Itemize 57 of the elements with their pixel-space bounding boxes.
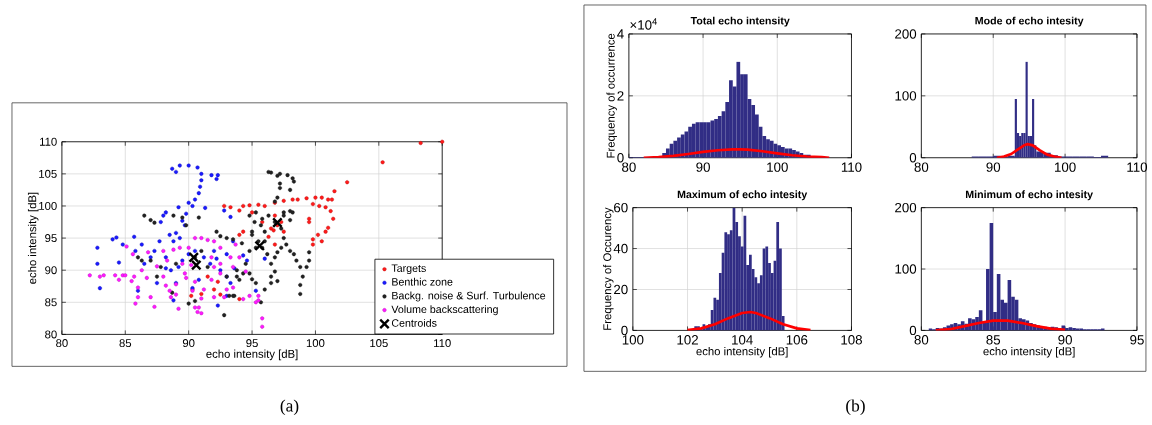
- text: ×10$^{4}$: [630, 18, 657, 30]
- y-tick-label: 0: [909, 325, 917, 336]
- x-tick-label: 85: [119, 339, 132, 347]
- y-tick-label: 20: [614, 284, 628, 295]
- y-tick-label: 2: [617, 91, 624, 101]
- x-tick-label: 110: [434, 339, 451, 347]
- y-tick-label: 4: [617, 29, 624, 39]
- chart-title: Minimum of echo intesity: [965, 190, 1093, 201]
- x-tick-label: 90: [182, 339, 195, 347]
- x-tick-label: 110: [1127, 162, 1148, 172]
- y-tick-label: 200: [895, 29, 917, 39]
- legend-label: Benthic zone: [392, 277, 453, 286]
- chart-title: Mode of echo intesity: [975, 16, 1084, 27]
- y-tick-label: 100: [39, 201, 57, 210]
- y-tick-label: 105: [39, 169, 57, 178]
- y-tick-label: 90: [45, 266, 57, 275]
- y-axis-title: Frequency of occurrence: [606, 33, 617, 158]
- x-tick-label: 90: [696, 162, 710, 172]
- y-tick-label: 40: [613, 243, 628, 254]
- y-tick-label: 100: [895, 91, 917, 101]
- y-axis-title: echo intensity [dB]: [27, 192, 39, 284]
- x-tick-label: 95: [246, 339, 258, 347]
- x-tick-label: 108: [841, 335, 862, 345]
- y-tick-label: 0: [621, 325, 628, 336]
- y-tick-label: 95: [45, 233, 57, 242]
- x-tick-label: 90: [986, 162, 1001, 172]
- x-tick-label: 100: [306, 339, 325, 347]
- x-axis-title: echo intensity [dB]: [206, 349, 298, 361]
- x-tick-label: 104: [732, 335, 753, 345]
- legend-label: Volume backscattering: [391, 305, 498, 316]
- chart-title: Maximum of echo intesity: [677, 190, 808, 201]
- text: (a): [280, 399, 299, 415]
- y-tick-label: 200: [895, 202, 917, 213]
- x-tick-label: 80: [56, 339, 68, 347]
- x-tick-label: 105: [370, 339, 388, 347]
- legend-label: Centroids: [391, 318, 437, 327]
- x-tick-label: 100: [1055, 162, 1076, 172]
- y-tick-label: 85: [45, 298, 57, 307]
- y-tick-label: 110: [40, 137, 57, 146]
- y-tick-label: 0: [909, 152, 917, 163]
- x-tick-label: 95: [1130, 335, 1144, 345]
- x-tick-label: 102: [677, 335, 698, 345]
- y-axis-title: Frequency of Occurency: [603, 207, 614, 330]
- y-tick-label: 60: [614, 202, 628, 213]
- x-axis-title: echo intensity [dB]: [983, 346, 1075, 358]
- y-tick-label: 0: [617, 152, 624, 163]
- x-tick-label: 90: [1058, 335, 1072, 345]
- x-tick-label: 106: [786, 335, 808, 345]
- y-tick-label: 100: [895, 264, 917, 274]
- legend-label: Targets: [391, 264, 426, 274]
- legend-label: Backg. noise & Surf. Turbulence: [392, 291, 546, 302]
- x-axis-title: echo intensity [dB]: [696, 346, 788, 358]
- x-tick-label: 110: [841, 162, 862, 172]
- chart-title: Total echo intensity: [690, 16, 790, 27]
- text: (b): [846, 399, 865, 415]
- x-tick-label: 85: [986, 335, 1001, 345]
- x-tick-label: 100: [767, 162, 788, 172]
